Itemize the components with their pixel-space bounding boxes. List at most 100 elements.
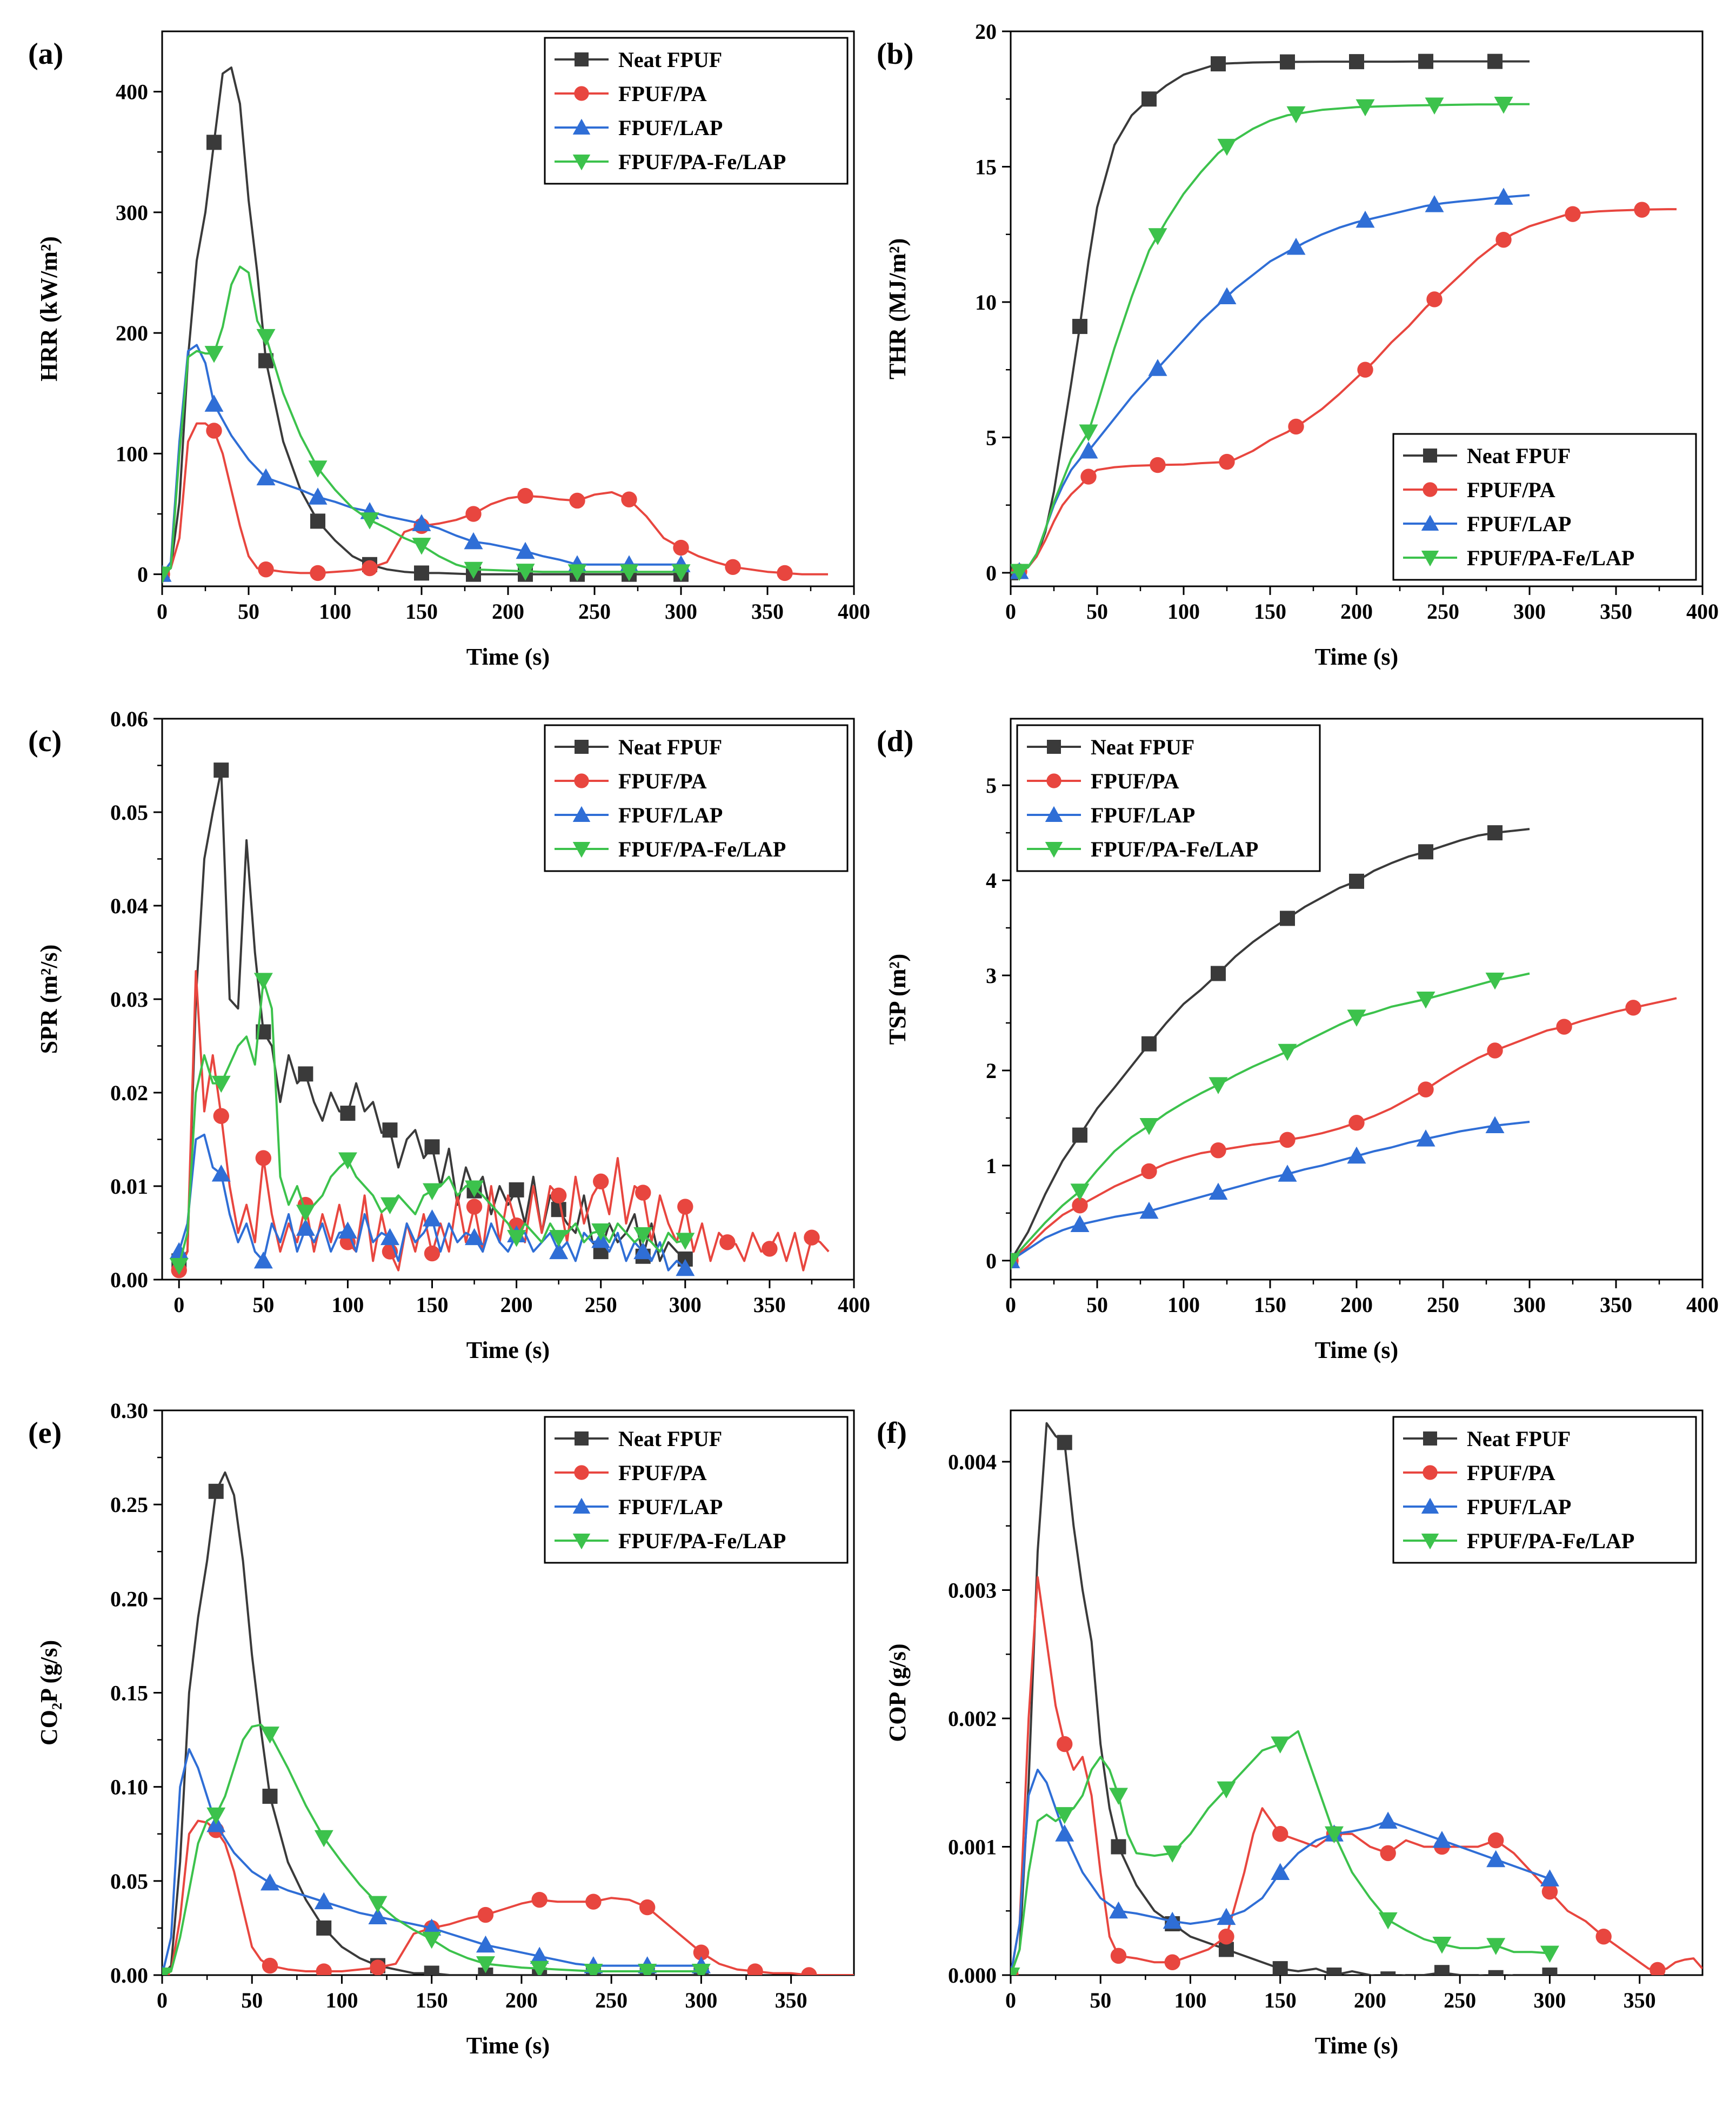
x-tick-label: 100 [1167, 1293, 1200, 1317]
data-point-fpuf-lap [380, 1228, 399, 1246]
y-tick-label: 5 [986, 773, 997, 798]
legend-box [544, 1416, 849, 1564]
data-point-fpuf-lap [296, 1219, 315, 1236]
data-point-neat-fpuf [1434, 1965, 1450, 1975]
panel-label: (b) [877, 37, 913, 71]
chart-panel-f: 0 50 100 150 200 250 300 350 0.000 0.001 0.002 0.00… [877, 1409, 1704, 2059]
data-point-fpuf-pa-fe-lap [422, 1931, 442, 1949]
legend-label-fpuf-pa-fe-lap: FPUF/PA-Fe/LAP [618, 1529, 786, 1553]
data-point-fpuf-lap [169, 1242, 189, 1260]
data-point-fpuf-pa [517, 487, 533, 504]
legend-marker [1045, 842, 1063, 858]
data-point-fpuf-lap [1356, 210, 1375, 228]
data-point-neat-fpuf [310, 513, 325, 529]
data-point-neat-fpuf [1487, 53, 1503, 69]
legend-label-fpuf-pa: FPUF/PA [1467, 478, 1555, 502]
data-point-fpuf-pa-fe-lap [314, 1830, 333, 1848]
legend-label-fpuf-lap: FPUF/LAP [618, 1495, 723, 1519]
data-point-fpuf-pa-fe-lap [1217, 138, 1237, 156]
x-tick-label: 300 [669, 1293, 702, 1317]
plot-frame [1010, 1409, 1704, 1976]
data-point-fpuf-pa [1279, 1132, 1296, 1148]
data-point-fpuf-pa [747, 1963, 763, 1975]
data-point-fpuf-pa-fe-lap [380, 1197, 399, 1215]
chart-panel-a: 0 50 100 150 200 250 300 350 400 0 100 200 300 400 Tim… [28, 30, 870, 670]
x-tick-label: 200 [1354, 1988, 1386, 2012]
y-tick-label: 0.20 [110, 1587, 148, 1611]
y-tick-label: 0.05 [110, 800, 148, 825]
data-point-fpuf-lap [256, 468, 276, 486]
data-point-fpuf-pa [1380, 1845, 1396, 1862]
series-line-fpuf-pa [162, 1819, 854, 1975]
data-point-fpuf-pa [777, 565, 793, 581]
data-point-fpuf-pa [1072, 1197, 1088, 1214]
x-tick-label: 200 [1340, 599, 1373, 624]
legend-label-neat-fpuf: Neat FPUF [1467, 1427, 1571, 1451]
data-point-fpuf-lap [1286, 238, 1306, 255]
x-tick-label: 0 [157, 1988, 168, 2012]
legend-marker [1046, 773, 1061, 788]
x-tick-label: 250 [1427, 599, 1459, 624]
data-point-fpuf-pa-fe-lap [412, 538, 431, 555]
data-point-fpuf-lap [1485, 1116, 1505, 1133]
legend-label-fpuf-pa: FPUF/PA [1467, 1461, 1555, 1485]
legend-label-neat-fpuf: Neat FPUF [1091, 735, 1194, 759]
data-point-fpuf-pa-fe-lap [1432, 1937, 1452, 1954]
legend-marker [1421, 1497, 1439, 1514]
data-point-fpuf-lap [465, 1228, 484, 1246]
x-tick-label: 300 [1513, 1293, 1546, 1317]
data-point-fpuf-pa [635, 1185, 651, 1201]
data-point-fpuf-pa-fe-lap [204, 346, 224, 363]
series-line-fpuf-pa [162, 422, 828, 576]
data-point-fpuf-lap [314, 1892, 333, 1910]
data-point-fpuf-pa-fe-lap [1425, 97, 1444, 115]
data-point-neat-fpuf [1141, 1036, 1157, 1052]
legend: Neat FPUF FPUF/PA FPUF/LAP FPUF/PA-Fe/LAP [1016, 724, 1321, 872]
data-point-fpuf-pa [1495, 232, 1512, 248]
data-point-fpuf-pa-fe-lap [507, 1230, 526, 1247]
data-point-fpuf-pa [1426, 291, 1443, 307]
data-point-fpuf-pa-fe-lap [1278, 1043, 1297, 1061]
y-tick-label: 0.001 [948, 1835, 997, 1859]
legend-box [1016, 724, 1321, 872]
data-point-fpuf-pa-fe-lap [1011, 564, 1029, 581]
legend-marker [1421, 551, 1439, 567]
data-point-fpuf-pa [1219, 453, 1235, 470]
x-tick-label: 150 [405, 599, 438, 624]
data-point-neat-fpuf [1418, 844, 1433, 860]
data-point-neat-fpuf [1141, 91, 1157, 107]
legend-marker [574, 1465, 589, 1480]
data-point-fpuf-pa-fe-lap [1347, 1009, 1366, 1027]
data-point-neat-fpuf [1487, 825, 1503, 841]
data-point-fpuf-pa-fe-lap [633, 1227, 653, 1244]
data-point-neat-fpuf [213, 762, 229, 778]
data-point-fpuf-pa [1650, 1962, 1666, 1975]
data-point-fpuf-pa-fe-lap [1109, 1788, 1128, 1805]
legend-box [544, 724, 849, 872]
data-point-fpuf-pa-fe-lap [1356, 99, 1375, 117]
series-line-fpuf-pa-fe-lap [1011, 1730, 1550, 1975]
data-point-fpuf-pa [1272, 1826, 1288, 1842]
series-line-fpuf-lap [1011, 1121, 1530, 1262]
data-point-fpuf-pa-fe-lap [260, 1727, 279, 1744]
y-tick-label: 1 [986, 1154, 997, 1178]
data-point-fpuf-pa-fe-lap [1079, 424, 1098, 441]
x-tick-label: 300 [665, 599, 697, 624]
x-tick-label: 50 [1086, 599, 1108, 624]
legend-label-fpuf-lap: FPUF/LAP [618, 803, 723, 827]
series-line-fpuf-lap [1011, 1769, 1551, 1975]
data-point-fpuf-pa [621, 491, 637, 507]
data-point-fpuf-lap [1208, 1182, 1228, 1200]
legend-label-fpuf-pa: FPUF/PA [1091, 769, 1179, 793]
y-tick-label: 0.04 [110, 894, 148, 918]
x-tick-label: 50 [252, 1293, 274, 1317]
legend-label-fpuf-pa: FPUF/PA [618, 1461, 707, 1485]
legend-marker [1423, 1431, 1437, 1446]
series-line-fpuf-pa-fe-lap [1011, 972, 1530, 1262]
y-axis-title: SPR (m²/s) [36, 945, 62, 1054]
x-tick-label: 250 [1444, 1988, 1476, 2012]
data-point-fpuf-pa-fe-lap [169, 1258, 189, 1275]
data-point-fpuf-lap [423, 1209, 442, 1227]
